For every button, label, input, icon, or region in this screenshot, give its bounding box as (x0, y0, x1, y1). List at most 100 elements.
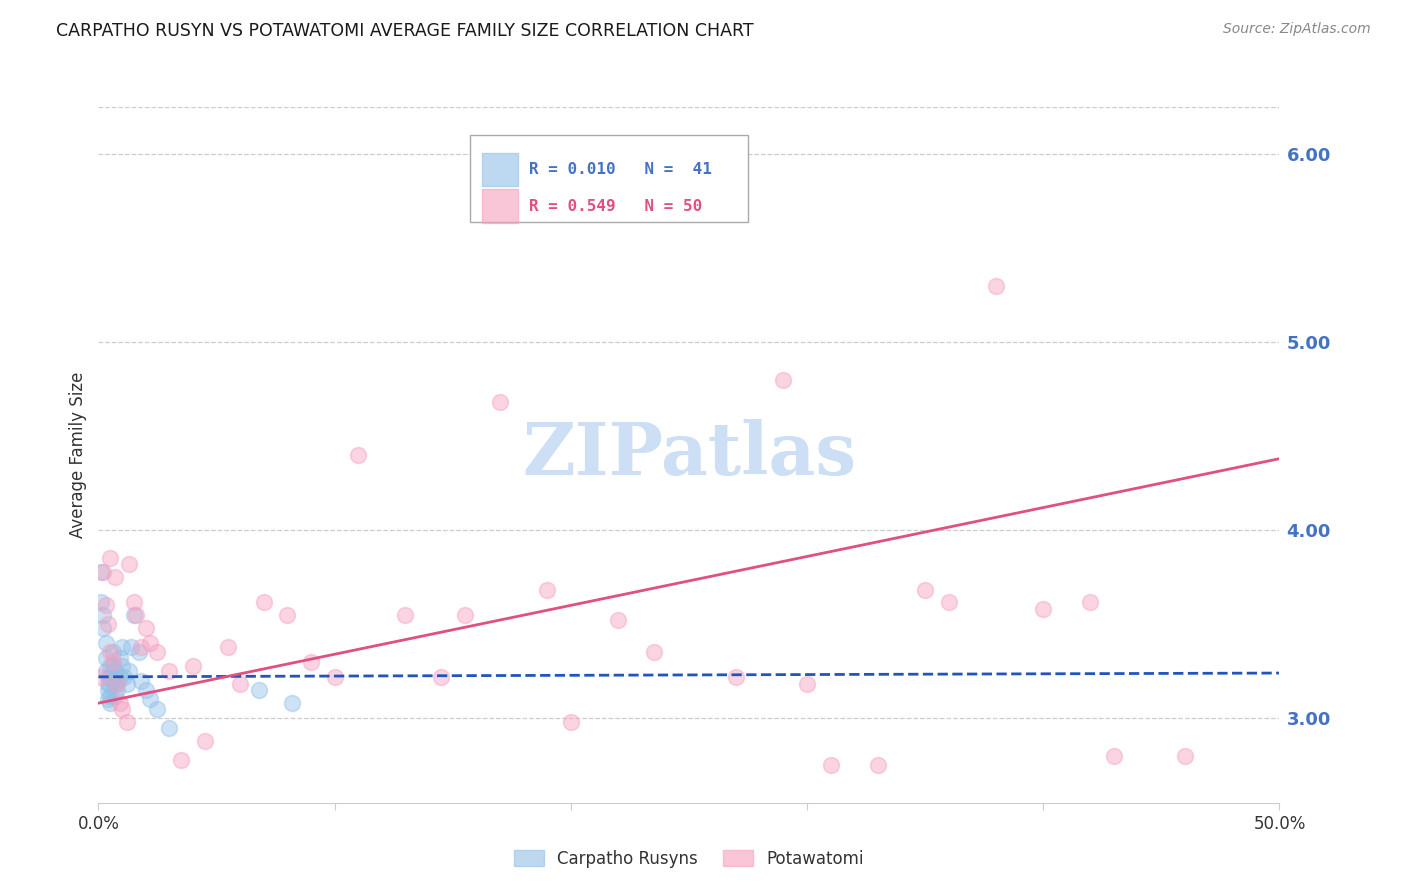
Point (347, 448, 370, 462)
Point (1080, 594, 1102, 608)
Point (101, 655, 124, 669)
Point (129, 640, 152, 654)
Point (108, 651, 131, 665)
Point (97, 677, 120, 691)
Point (1032, 602, 1054, 616)
Point (489, 395, 512, 409)
Point (281, 696, 304, 710)
Point (194, 733, 217, 747)
Point (104, 689, 127, 703)
Point (98, 670, 121, 684)
Point (122, 594, 145, 608)
Point (139, 636, 162, 650)
Point (157, 721, 180, 735)
Point (111, 640, 134, 654)
Point (118, 557, 141, 571)
Point (146, 645, 169, 659)
Y-axis label: Average Family Size: Average Family Size (69, 372, 87, 538)
Point (97, 683, 120, 698)
Text: CARPATHO RUSYN VS POTAWATOMI AVERAGE FAMILY SIZE CORRELATION CHART: CARPATHO RUSYN VS POTAWATOMI AVERAGE FAM… (56, 22, 754, 40)
Point (101, 645, 124, 659)
Point (146, 702, 169, 716)
Point (135, 683, 157, 698)
Point (1174, 748, 1197, 763)
Point (90, 670, 112, 684)
FancyBboxPatch shape (471, 135, 748, 222)
Point (97, 670, 120, 684)
Point (115, 677, 138, 691)
Point (323, 670, 346, 684)
Point (820, 758, 842, 772)
Point (128, 645, 150, 659)
Point (453, 607, 475, 622)
Point (112, 670, 135, 684)
Point (97, 692, 120, 706)
Point (98, 645, 121, 659)
Point (98, 677, 121, 691)
Point (97, 617, 120, 632)
Point (94, 599, 117, 613)
Text: R = 0.010   N =  41: R = 0.010 N = 41 (530, 162, 713, 178)
Point (430, 670, 453, 684)
Point (101, 673, 124, 688)
Point (276, 607, 298, 622)
Point (111, 702, 134, 716)
Point (121, 640, 143, 654)
Point (129, 673, 152, 688)
Point (170, 753, 193, 767)
Point (105, 673, 128, 688)
Point (135, 621, 157, 635)
Point (866, 758, 889, 772)
Point (560, 714, 582, 729)
Point (115, 714, 138, 729)
Point (299, 655, 322, 669)
Text: R = 0.549   N = 50: R = 0.549 N = 50 (530, 199, 703, 214)
Point (98, 696, 121, 710)
Point (101, 658, 124, 673)
Point (104, 570, 127, 584)
Point (111, 658, 134, 673)
Point (90, 594, 112, 608)
Point (394, 607, 416, 622)
Point (94, 651, 117, 665)
Point (91, 621, 114, 635)
Point (98, 689, 121, 703)
Point (253, 594, 276, 608)
Point (536, 583, 558, 598)
Point (772, 373, 794, 387)
Point (108, 696, 131, 710)
Point (607, 614, 630, 628)
Point (217, 640, 239, 654)
Point (1102, 748, 1125, 763)
Point (118, 664, 141, 678)
Point (725, 670, 748, 684)
Point (108, 670, 131, 684)
Point (104, 677, 127, 691)
Point (247, 683, 270, 698)
Point (938, 594, 960, 608)
Point (139, 692, 162, 706)
Point (157, 664, 180, 678)
Point (181, 658, 204, 673)
Point (94, 636, 117, 650)
Legend: Carpatho Rusyns, Potawatomi: Carpatho Rusyns, Potawatomi (508, 843, 870, 874)
Text: ZIPatlas: ZIPatlas (522, 419, 856, 491)
Point (105, 677, 128, 691)
Point (122, 607, 145, 622)
Point (105, 683, 128, 698)
Point (125, 607, 148, 622)
Point (98, 658, 121, 673)
Point (91, 565, 114, 579)
Point (91, 607, 114, 622)
FancyBboxPatch shape (482, 189, 517, 223)
Point (984, 278, 1007, 293)
FancyBboxPatch shape (482, 153, 517, 186)
Point (104, 664, 127, 678)
Point (229, 677, 252, 691)
Text: Source: ZipAtlas.com: Source: ZipAtlas.com (1223, 22, 1371, 37)
Point (643, 645, 665, 659)
Point (94, 664, 117, 678)
Point (90, 565, 112, 579)
Point (98, 551, 121, 566)
Point (914, 583, 936, 598)
